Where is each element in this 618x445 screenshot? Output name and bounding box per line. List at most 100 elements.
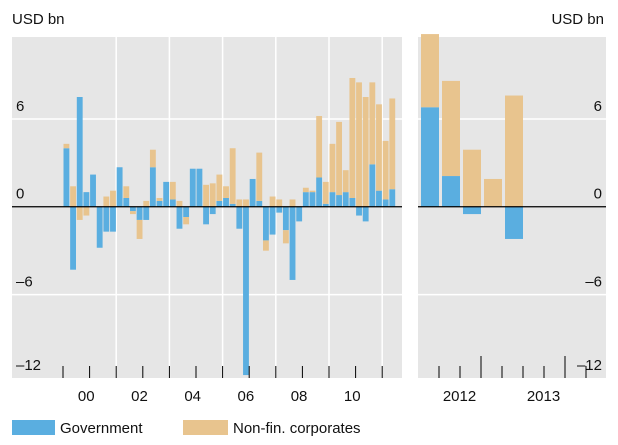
bar <box>123 186 130 198</box>
bar <box>309 192 316 207</box>
bar <box>349 197 356 207</box>
bar <box>342 192 349 207</box>
bar <box>189 168 196 207</box>
y-tick-label: –6 <box>585 274 602 291</box>
bar <box>136 219 143 239</box>
bar <box>103 196 110 207</box>
bar <box>342 170 349 193</box>
bar <box>169 199 176 207</box>
bar <box>196 168 203 207</box>
bar <box>183 206 190 218</box>
bar <box>322 203 329 207</box>
bar <box>130 211 136 215</box>
bar <box>149 149 156 168</box>
bar <box>130 206 136 212</box>
bar <box>369 82 376 165</box>
bar <box>336 121 342 196</box>
bar <box>505 206 523 239</box>
bar <box>103 206 110 232</box>
bar <box>282 230 289 244</box>
bar <box>296 206 303 222</box>
bar <box>143 200 150 207</box>
unit-label: USD bn <box>551 11 604 28</box>
bar <box>263 206 269 241</box>
legend-label: Non-fin. corporates <box>233 420 361 437</box>
y-tick-label: 6 <box>594 98 602 115</box>
bar <box>156 197 163 201</box>
bar <box>216 174 223 201</box>
y-tick-label: 0 <box>594 186 602 203</box>
bar <box>229 148 236 204</box>
bar <box>336 195 342 207</box>
y-tick-label: –12 <box>577 357 602 374</box>
bar <box>442 80 460 177</box>
x-tick-label: 00 <box>78 388 95 405</box>
bar <box>116 167 123 207</box>
bar <box>356 82 362 207</box>
bar <box>269 206 276 235</box>
bar <box>209 206 216 215</box>
bar <box>149 167 156 207</box>
bar <box>70 186 76 207</box>
bar <box>123 197 130 207</box>
bar <box>216 200 223 207</box>
bar <box>223 197 229 207</box>
bar <box>136 206 143 220</box>
bar <box>463 206 481 215</box>
bar <box>376 104 382 191</box>
bar <box>505 95 523 207</box>
bar <box>309 190 316 193</box>
bar <box>223 186 229 198</box>
bar <box>209 183 216 207</box>
bar <box>356 206 362 216</box>
bar <box>421 34 439 108</box>
bar <box>256 152 263 201</box>
x-tick-label: 2013 <box>527 388 560 405</box>
bar <box>349 77 356 198</box>
bar <box>382 199 389 207</box>
bar <box>183 217 190 225</box>
bar <box>329 143 336 193</box>
bar <box>362 206 369 222</box>
bar <box>76 206 83 220</box>
bar <box>389 189 396 207</box>
bar <box>302 192 309 207</box>
bar <box>322 181 329 204</box>
bar <box>63 143 70 149</box>
bar <box>236 206 243 229</box>
bar <box>389 98 396 190</box>
bar <box>70 206 76 270</box>
bar <box>282 206 289 231</box>
unit-label: USD bn <box>12 11 65 28</box>
bar <box>329 192 336 207</box>
bar <box>263 240 269 251</box>
bar <box>276 199 283 207</box>
bar <box>369 164 376 207</box>
bar <box>302 187 309 193</box>
bar <box>382 140 389 200</box>
bar <box>484 178 502 207</box>
bar <box>289 199 296 207</box>
bar <box>169 181 176 200</box>
bar <box>163 181 170 207</box>
bar <box>249 178 256 207</box>
bar <box>236 199 243 207</box>
bar <box>203 184 209 207</box>
bar <box>63 148 70 207</box>
legend-swatch <box>12 420 55 435</box>
bar <box>463 149 481 207</box>
bar <box>362 97 369 207</box>
x-tick-label: 10 <box>344 388 361 405</box>
bar <box>156 200 163 207</box>
bar <box>421 107 439 207</box>
bar <box>243 206 249 376</box>
bar <box>90 174 96 207</box>
bar <box>276 206 283 213</box>
legend-swatch <box>183 420 228 435</box>
bar <box>76 97 83 207</box>
bar <box>203 206 209 225</box>
x-tick-label: 2012 <box>443 388 476 405</box>
bar <box>229 203 236 207</box>
bar <box>110 206 116 232</box>
bar <box>442 176 460 207</box>
